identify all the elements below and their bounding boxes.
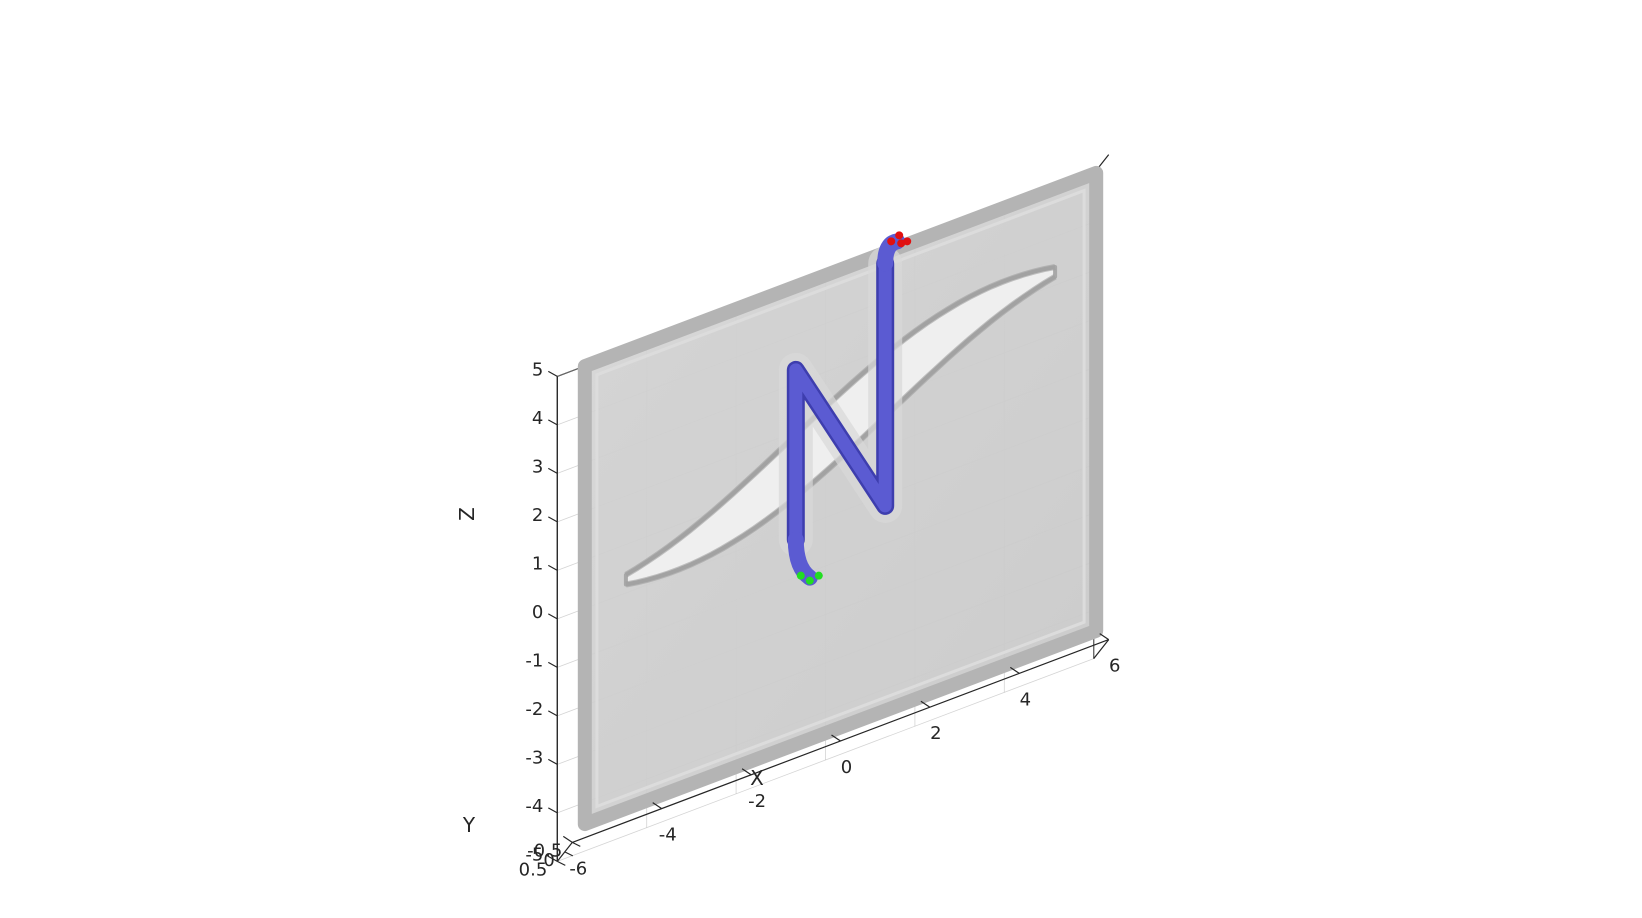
z-tick [548, 661, 558, 668]
start-marker [805, 576, 814, 585]
start-marker [814, 571, 823, 580]
z-tick-label: 0 [532, 602, 543, 623]
z-tick-label: 5 [532, 359, 543, 380]
z-tick [548, 855, 558, 862]
y-tick [564, 851, 574, 857]
y-tick-label: 0 [543, 850, 554, 871]
z-tick-label: 4 [532, 408, 543, 429]
x-axis-label: X [750, 766, 764, 790]
x-tick [920, 700, 931, 708]
z-tick-label: 1 [532, 553, 543, 574]
y-tick-label: 0.5 [519, 859, 548, 880]
x-tick-label: -6 [569, 858, 587, 879]
z-tick-label: 2 [532, 505, 543, 526]
x-tick [1099, 633, 1110, 641]
z-tick-label: 3 [532, 456, 543, 477]
z-tick [548, 807, 558, 814]
y-tick [572, 841, 581, 847]
y-tick [557, 860, 566, 866]
z-tick [548, 516, 558, 523]
z-tick [548, 613, 558, 620]
x-tick-label: 6 [1109, 656, 1120, 677]
x-tick [1009, 666, 1020, 674]
x-tick-label: 4 [1020, 689, 1031, 710]
z-tick [548, 710, 558, 717]
x-tick-label: -4 [659, 825, 677, 846]
z-tick [548, 564, 558, 571]
endpoint-markers [796, 231, 912, 585]
y-axis-label: Y [462, 813, 476, 837]
start-marker [796, 571, 805, 580]
x-tick [652, 802, 663, 810]
z-tick [548, 419, 558, 426]
end-marker [895, 231, 904, 240]
end-marker [887, 237, 896, 246]
channel-start-elbow [787, 531, 818, 586]
end-marker [897, 239, 906, 248]
x-tick [741, 768, 752, 776]
plate-surface [577, 165, 1104, 832]
n-channel [778, 233, 906, 586]
y-tick-label: -0.5 [527, 840, 562, 861]
grid-line-z [557, 658, 1094, 862]
z-tick [548, 370, 558, 377]
z-tick-label: -5 [525, 844, 543, 865]
x-tick [562, 835, 573, 843]
slot-upper-edge [624, 264, 1056, 578]
x-tick-label: 2 [930, 723, 941, 744]
x-tick-label: 0 [841, 757, 852, 778]
channel-body [789, 256, 892, 547]
z-axis-label: Z [455, 507, 479, 521]
box-edge [1093, 639, 1110, 659]
x-tick [831, 734, 841, 742]
z-tick-label: -1 [525, 650, 543, 671]
z-tick-label: -4 [525, 796, 543, 817]
x-tick-label: -2 [748, 791, 766, 812]
z-tick-label: -2 [525, 699, 543, 720]
z-tick [548, 758, 558, 765]
z-tick-label: -3 [525, 747, 543, 768]
tick-marks [548, 370, 1110, 866]
z-tick [548, 467, 558, 474]
channel-end-elbow [877, 233, 906, 272]
